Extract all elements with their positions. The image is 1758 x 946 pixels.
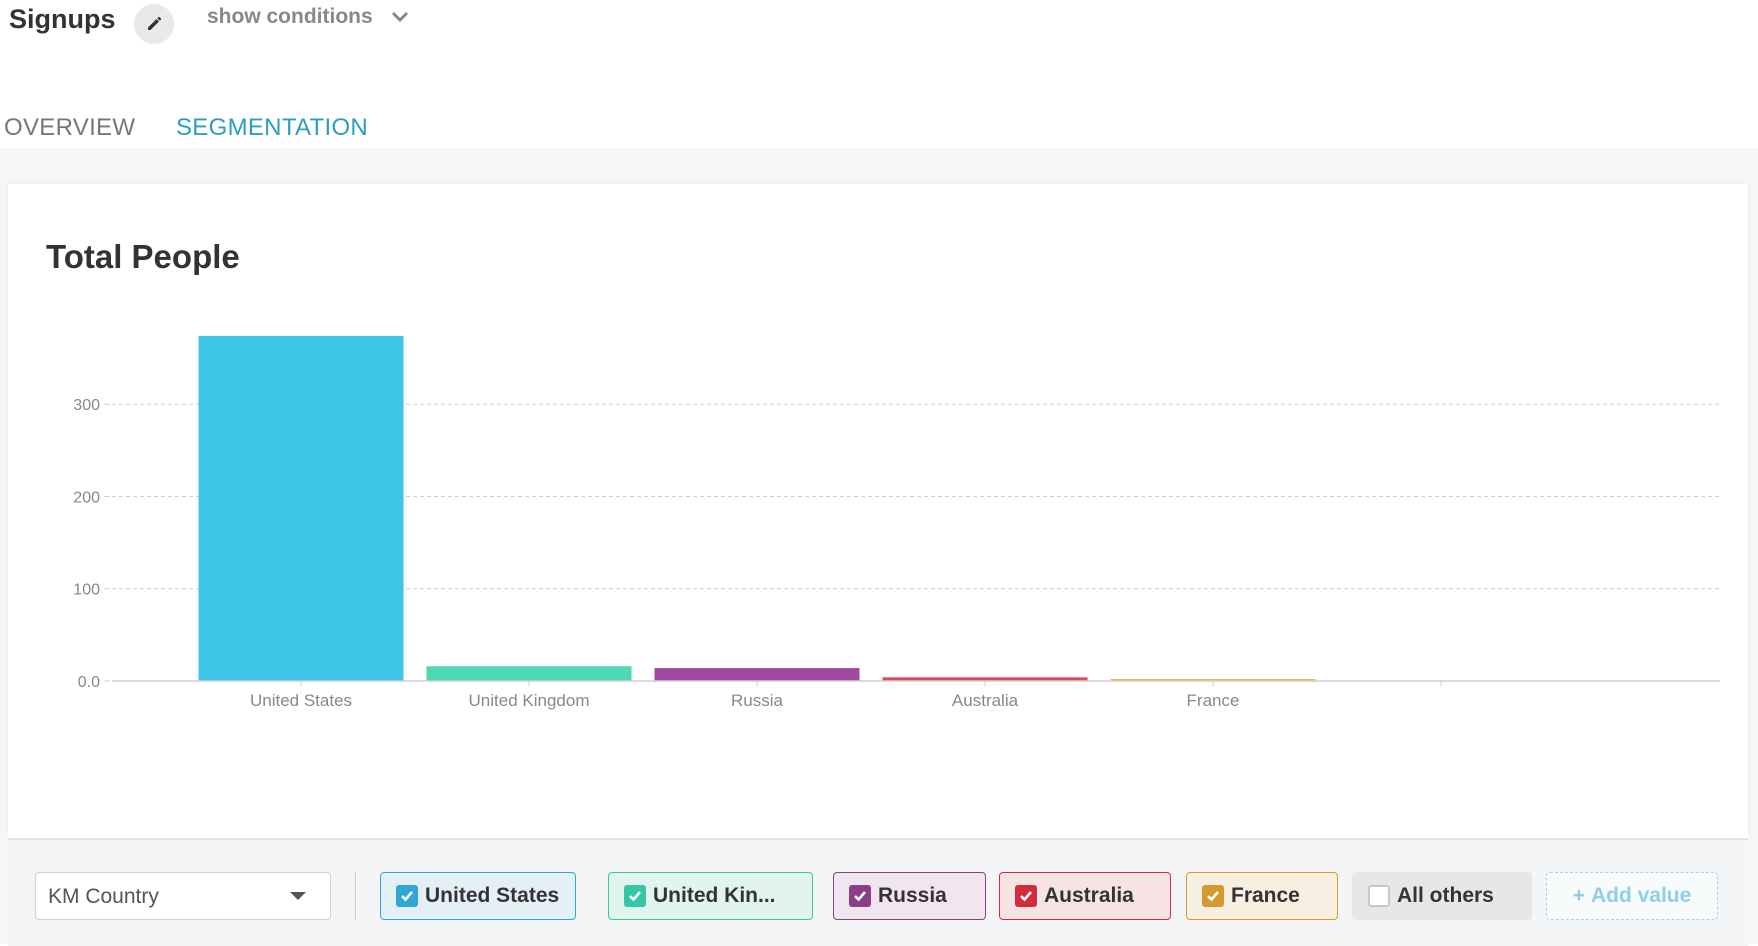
bar [198,335,404,681]
segment-property-select[interactable]: KM Country [35,872,331,920]
page-header: Signups show conditions [0,0,1758,60]
y-tick-label: 300 [73,397,100,414]
checkbox-icon[interactable] [849,885,871,907]
segment-property-value: KM Country [48,885,159,908]
caret-down-icon [290,892,306,900]
segment-chip-united-states[interactable]: United States [380,872,576,920]
y-tick-label: 0.0 [78,674,100,691]
checkbox-icon[interactable] [1202,885,1224,907]
divider [355,872,356,920]
bar-chart: 0.0 100 200 300 United States United Kingdom R… [73,335,1720,710]
segment-chip-label: France [1231,884,1300,907]
tab-bar: OVERVIEW SEGMENTATION [0,108,1758,152]
chevron-down-icon [391,11,408,23]
y-tick-label: 200 [73,489,100,506]
checkbox-icon[interactable] [396,885,418,907]
segment-chip-france[interactable]: France [1186,872,1338,920]
x-tick-label: United Kingdom [469,691,590,710]
show-conditions-toggle[interactable]: show conditions [207,5,409,29]
segment-bar: KM Country United States United Kin... R… [8,838,1748,946]
x-tick-label: Australia [952,691,1019,710]
checkbox-icon[interactable] [1015,885,1037,907]
pencil-icon [148,16,162,30]
add-value-label: Add value [1590,884,1692,907]
bar [654,668,860,681]
bar [1110,679,1316,681]
segment-chip-australia[interactable]: Australia [999,872,1171,920]
checkbox-icon[interactable] [1368,885,1390,907]
segment-chip-label: Russia [878,884,947,907]
segment-chip-label: United Kin... [653,884,776,907]
segment-chip-russia[interactable]: Russia [833,872,986,920]
chart-card: Total People 0.0 100 200 300 United States Un… [8,184,1748,838]
x-tick-label: France [1187,691,1240,710]
x-tick-label: United States [250,691,352,710]
segment-chip-label: All others [1397,884,1494,907]
segment-chip-label: Australia [1044,884,1134,907]
checkbox-icon[interactable] [624,885,646,907]
segment-chip-all-others[interactable]: All others [1352,872,1532,920]
page-title: Signups [9,4,116,34]
tab-segmentation[interactable]: SEGMENTATION [176,114,369,152]
chart-title: Total People [46,238,240,275]
x-tick-label: Russia [731,691,784,710]
bar [882,677,1088,681]
segment-chip-united-kingdom[interactable]: United Kin... [608,872,813,920]
edit-title-button[interactable] [134,4,174,44]
segment-chip-label: United States [425,884,560,907]
add-value-button[interactable]: + Add value [1546,872,1718,920]
show-conditions-label: show conditions [207,5,373,28]
bar [426,666,632,681]
tab-overview[interactable]: OVERVIEW [4,114,136,141]
y-tick-label: 100 [73,582,100,599]
plus-icon: + [1572,884,1585,907]
